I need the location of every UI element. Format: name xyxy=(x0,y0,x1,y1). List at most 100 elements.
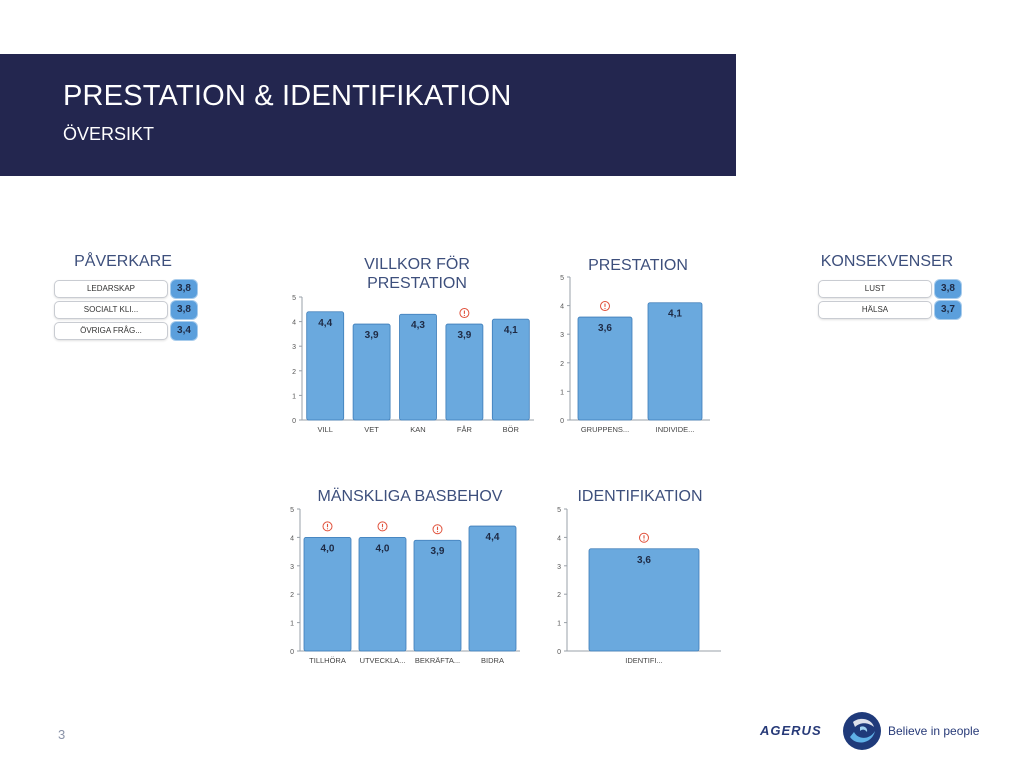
y-tick-label: 0 xyxy=(292,418,296,425)
warning-icon xyxy=(432,524,443,535)
bar xyxy=(413,539,462,652)
warning-icon xyxy=(459,308,470,319)
y-tick-label: 2 xyxy=(560,361,564,368)
x-tick-label: TILLHÖRA xyxy=(309,656,346,665)
bar-value-label: 3,9 xyxy=(431,546,445,557)
x-tick-label: IDENTIFI... xyxy=(625,656,663,665)
page-subtitle: ÖVERSIKT xyxy=(63,124,155,144)
bar xyxy=(577,316,633,421)
paverkare-label: SOCIALT KLI... xyxy=(54,301,168,319)
villkor-chart-title: VILLKOR FÖR PRESTATION xyxy=(364,256,470,292)
paverkare-title: PÅVERKARE xyxy=(74,253,172,270)
warning-icon xyxy=(377,521,388,532)
y-tick-label: 4 xyxy=(290,535,294,542)
y-tick-label: 0 xyxy=(557,649,561,656)
y-tick-label: 2 xyxy=(290,592,294,599)
warning-icon-dot xyxy=(381,528,384,530)
bar-value-label: 3,6 xyxy=(598,323,612,334)
y-tick-label: 0 xyxy=(290,649,294,656)
x-tick-label: UTVECKLA... xyxy=(360,656,406,665)
paverkare-row: SOCIALT KLI... 3,8 xyxy=(54,301,198,319)
x-tick-label: FÅR xyxy=(457,425,473,434)
identifikation-chart: 0 1 2 3 4 5 3,6 IDENTIFI... xyxy=(557,507,721,665)
bar xyxy=(358,537,407,652)
paverkare-value: 3,8 xyxy=(171,280,197,298)
agerus-swirl-icon xyxy=(843,712,881,750)
warning-icon xyxy=(639,532,649,543)
bar-value-label: 4,4 xyxy=(486,532,500,543)
y-tick-label: 4 xyxy=(557,535,561,542)
y-tick-label: 1 xyxy=(290,621,294,628)
paverkare-label: LEDARSKAP xyxy=(54,280,168,298)
x-tick-label: BIDRA xyxy=(481,656,504,665)
bar xyxy=(445,323,484,421)
header-band xyxy=(0,54,736,176)
tagline: Believe in people xyxy=(888,724,980,738)
y-tick-label: 1 xyxy=(292,393,296,400)
x-tick-label: BÖR xyxy=(503,425,520,434)
warning-icon xyxy=(600,301,610,312)
bar-value-label: 4,4 xyxy=(318,318,332,329)
bar-value-label: 3,6 xyxy=(637,555,651,566)
page-number: 3 xyxy=(58,727,66,742)
konsekvenser-value: 3,7 xyxy=(935,301,961,319)
paverkare-value: 3,4 xyxy=(171,322,197,340)
y-tick-label: 4 xyxy=(292,320,296,327)
konsekvenser-row: HÄLSA 3,7 xyxy=(818,301,962,319)
y-tick-label: 0 xyxy=(560,418,564,425)
x-tick-label: BEKRÄFTA... xyxy=(415,656,460,665)
agerus-logo-text: AGERUS xyxy=(760,723,822,738)
bar-value-label: 3,9 xyxy=(365,330,379,341)
x-tick-label: GRUPPENS... xyxy=(581,425,629,434)
y-tick-label: 4 xyxy=(560,304,564,311)
konsekvenser-label: HÄLSA xyxy=(818,301,932,319)
bar-value-label: 4,0 xyxy=(321,543,335,554)
bar xyxy=(468,525,517,652)
bar xyxy=(491,318,530,421)
villkor-chart: 0 1 2 3 4 5 4,4 VILL 3,9 VET 4,3 KAN 3,9 FÅR 4,1 BÖR xyxy=(292,295,534,434)
x-tick-label: VET xyxy=(364,425,379,434)
paverkare-label: ÖVRIGA FRÅG... xyxy=(54,322,168,340)
konsekvenser-title: KONSEKVENSER xyxy=(820,253,954,270)
y-tick-label: 5 xyxy=(560,275,564,282)
bar xyxy=(588,548,700,652)
warning-icon-dot xyxy=(463,314,465,317)
y-tick-label: 5 xyxy=(292,295,296,302)
bar-value-label: 4,3 xyxy=(411,320,425,331)
bar xyxy=(306,311,345,421)
x-tick-label: VILL xyxy=(317,425,332,434)
x-tick-label: INDIVIDE... xyxy=(656,425,695,434)
warning-icon-dot xyxy=(643,539,645,541)
y-tick-label: 1 xyxy=(557,621,561,628)
y-tick-label: 3 xyxy=(290,564,294,571)
konsekvenser-row: LUST 3,8 xyxy=(818,280,962,298)
paverkare-row: LEDARSKAP 3,8 xyxy=(54,280,198,298)
y-tick-label: 5 xyxy=(290,507,294,514)
konsekvenser-label: LUST xyxy=(818,280,932,298)
paverkare-value: 3,8 xyxy=(171,301,197,319)
bar-value-label: 4,1 xyxy=(668,309,682,320)
page-title: PRESTATION & IDENTIFIKATION xyxy=(63,80,512,112)
y-tick-label: 2 xyxy=(292,369,296,376)
y-tick-label: 2 xyxy=(557,592,561,599)
identifikation-chart-title: IDENTIFIKATION xyxy=(577,488,703,505)
y-tick-label: 1 xyxy=(560,389,564,396)
x-tick-label: KAN xyxy=(410,425,425,434)
warning-icon xyxy=(322,521,333,532)
warning-icon-dot xyxy=(436,531,439,533)
warning-icon-dot xyxy=(326,528,329,530)
y-tick-label: 3 xyxy=(557,564,561,571)
bar-value-label: 4,0 xyxy=(376,543,390,554)
bar xyxy=(303,537,352,652)
basbehov-chart-title: MÄNSKLIGA BASBEHOV xyxy=(317,488,503,505)
bar-value-label: 4,1 xyxy=(504,325,518,336)
konsekvenser-value: 3,8 xyxy=(935,280,961,298)
y-tick-label: 5 xyxy=(557,507,561,514)
y-tick-label: 3 xyxy=(292,344,296,351)
prestation-chart: 0 1 2 3 4 5 3,6 GRUPPENS... 4,1 INDIVIDE... xyxy=(560,275,710,434)
paverkare-row: ÖVRIGA FRÅG... 3,4 xyxy=(54,322,198,340)
bar xyxy=(399,313,437,421)
basbehov-chart: 0 1 2 3 4 5 4,0 TILLHÖRA 4,0 UTVECKLA... 3,9 BEKRÄF… xyxy=(290,507,520,665)
bar-value-label: 3,9 xyxy=(457,330,471,341)
bar xyxy=(352,323,391,421)
